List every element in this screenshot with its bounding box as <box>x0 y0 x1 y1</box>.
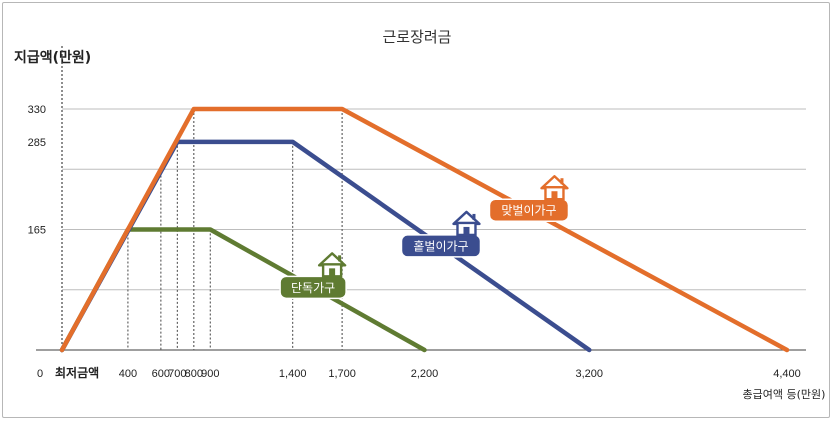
legend-label: 홑벌이가구 <box>413 239 468 253</box>
min-amount-label: 최저금액 <box>55 365 99 380</box>
house-icon <box>452 210 481 237</box>
gridlines <box>62 108 806 291</box>
x-tick-label: 3,200 <box>576 368 604 380</box>
x-tick-label: 600 <box>152 368 170 380</box>
house-icon <box>317 252 347 278</box>
house-icon <box>540 175 569 201</box>
y-tick-label: 330 <box>28 104 46 116</box>
series-tag-box <box>488 198 570 222</box>
y-axis-label: 지급액(만원) <box>14 49 91 66</box>
series-tag-box <box>279 275 347 300</box>
y-tick-label: 165 <box>28 225 46 237</box>
x-tick-label: 1,400 <box>279 368 307 380</box>
legend-label: 맞벌이가구 <box>501 204 556 218</box>
x-axis-label: 총급여액 등(만원) <box>743 388 826 401</box>
series-tag-box <box>400 234 482 258</box>
x-tick-label: 700 <box>168 368 186 380</box>
chart-title: 근로장려금 <box>382 28 451 46</box>
series-tag-2: 단독가구 <box>279 252 347 300</box>
series-line-0 <box>59 106 790 353</box>
series-line-1 <box>59 139 592 353</box>
x-tick-label: 2,200 <box>411 368 439 380</box>
series-tag-1: 홑벌이가구 <box>400 210 482 258</box>
x-tick-label: 1,700 <box>328 368 356 380</box>
x-tick-label: 400 <box>119 368 137 380</box>
x-tick-label: 800 <box>185 368 203 380</box>
y-tick-label: 285 <box>28 137 46 149</box>
x-tick-label: 900 <box>201 368 219 380</box>
axes <box>36 46 806 351</box>
series-tag-0: 맞벌이가구 <box>488 175 570 222</box>
legend-label: 단독가구 <box>291 281 335 295</box>
x-tick-label: 4,400 <box>773 368 801 380</box>
origin-label: 0 <box>37 368 43 380</box>
